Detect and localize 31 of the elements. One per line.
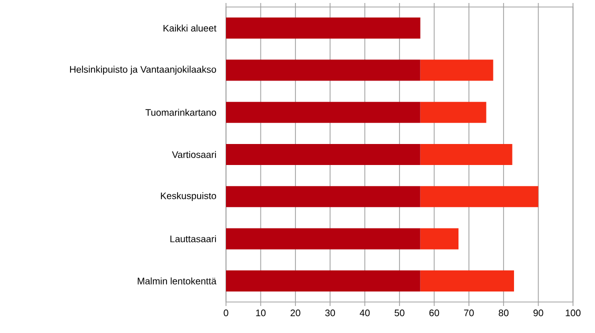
x-tick-label: 40 xyxy=(360,310,370,316)
y-tick-label: Keskuspuisto xyxy=(160,192,216,202)
bar xyxy=(420,102,486,123)
bar xyxy=(226,102,420,123)
x-tick-label: 70 xyxy=(464,310,474,316)
y-tick-label: Vartiosaari xyxy=(172,151,216,158)
bar xyxy=(420,270,514,292)
bar xyxy=(226,144,420,166)
y-tick-label: Malmin lentokenttä xyxy=(138,277,216,284)
x-tick-label: 30 xyxy=(325,310,335,316)
x-tick-label: 20 xyxy=(290,310,300,316)
x-tick-label: 100 xyxy=(566,310,581,316)
bar xyxy=(226,228,420,250)
bar xyxy=(226,186,420,208)
x-tick-label: 0 xyxy=(224,310,228,316)
bar xyxy=(420,60,494,81)
bar xyxy=(226,270,420,292)
x-tick-label: 10 xyxy=(256,310,266,316)
x-tick-label: 80 xyxy=(498,310,508,316)
x-tick-label: 90 xyxy=(533,310,544,316)
bar xyxy=(226,18,420,39)
bar xyxy=(420,144,512,166)
y-tick-label: Tuomarinkartano xyxy=(146,108,216,116)
x-tick-label: 50 xyxy=(394,310,404,316)
x-tick-label: 60 xyxy=(429,310,440,316)
bar xyxy=(226,60,420,81)
bar xyxy=(420,186,538,208)
y-tick-label: Kaikki alueet xyxy=(164,24,216,32)
y-tick-label: Lauttasaari xyxy=(170,235,216,242)
bar xyxy=(420,228,458,250)
y-tick-label: Helsinkipuisto ja Vantaanjokilaakso xyxy=(70,66,216,75)
